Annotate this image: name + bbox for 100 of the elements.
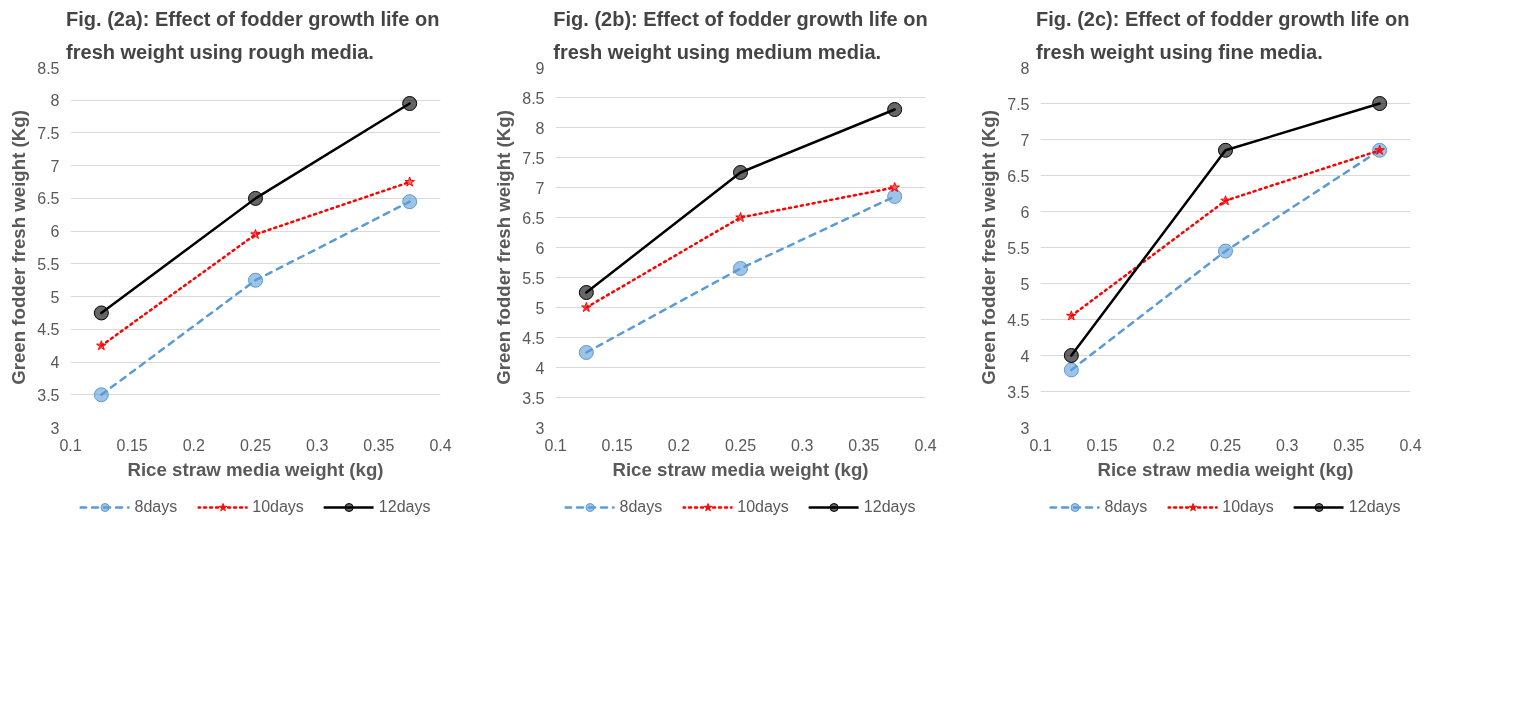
point xyxy=(93,387,109,403)
point xyxy=(248,190,263,206)
point xyxy=(404,176,415,187)
y-tick-label: 4 xyxy=(50,354,60,372)
y-tick-label: 8 xyxy=(1020,59,1030,77)
x-axis-title: Rice straw media weight (kg) xyxy=(1097,458,1354,480)
y-tick-label: 5 xyxy=(50,288,60,306)
x-tick-label: 0.1 xyxy=(59,436,82,454)
point xyxy=(93,305,109,321)
y-tick-label: 7 xyxy=(50,157,60,175)
y-tick-label: 6 xyxy=(535,239,545,257)
y-tick-label: 6.5 xyxy=(522,209,545,227)
point xyxy=(733,165,748,180)
x-tick-label: 0.25 xyxy=(1209,436,1242,454)
y-tick-label: 6 xyxy=(1020,203,1030,221)
y-tick-label: 8 xyxy=(50,92,60,110)
x-tick-label: 0.15 xyxy=(116,436,148,454)
x-tick-label: 0.4 xyxy=(429,436,452,454)
y-tick-label: 8.5 xyxy=(37,59,60,77)
y-tick-label: 7.5 xyxy=(522,149,545,167)
legend-label: 12days xyxy=(1348,498,1401,516)
y-tick-label: 5 xyxy=(535,299,545,317)
y-tick-label: 3 xyxy=(50,419,60,437)
x-tick-label: 0.35 xyxy=(1333,436,1365,454)
y-tick-label: 5.5 xyxy=(522,269,545,287)
x-tick-label: 0.35 xyxy=(363,436,395,454)
point xyxy=(887,102,903,117)
x-tick-label: 0.25 xyxy=(724,436,757,454)
point xyxy=(1372,96,1388,111)
x-tick-label: 0.15 xyxy=(1086,436,1118,454)
x-axis-title: Rice straw media weight (kg) xyxy=(612,458,869,480)
y-tick-label: 5.5 xyxy=(1007,239,1030,257)
x-tick-label: 0.3 xyxy=(791,436,814,454)
y-tick-label: 5.5 xyxy=(37,255,60,273)
x-tick-label: 0.2 xyxy=(667,436,691,454)
legend-label: 10days xyxy=(1222,498,1274,516)
legend-label: 12days xyxy=(378,498,431,516)
y-tick-label: 7 xyxy=(535,179,545,197)
x-tick-label: 0.1 xyxy=(1029,436,1052,454)
point xyxy=(1218,243,1233,259)
y-tick-label: 6.5 xyxy=(37,190,60,208)
y-tick-label: 8.5 xyxy=(522,89,545,107)
point xyxy=(733,261,748,276)
y-tick-label: 7 xyxy=(1020,131,1030,149)
y-axis-title: Green fodder fresh weight (Kg) xyxy=(8,110,30,385)
x-tick-label: 0.1 xyxy=(544,436,567,454)
legend-label: 8days xyxy=(619,498,663,516)
y-tick-label: 3.5 xyxy=(522,389,545,407)
point xyxy=(1063,348,1079,363)
point xyxy=(1063,362,1079,378)
point xyxy=(402,194,418,210)
legend-label: 10days xyxy=(737,498,789,516)
x-tick-label: 0.4 xyxy=(1399,436,1422,454)
point xyxy=(735,212,746,223)
point xyxy=(581,302,592,313)
y-tick-label: 5 xyxy=(1020,275,1030,293)
chart-title: Fig. (2a): Effect of fodder growth life on fresh weight using rough media. xyxy=(66,7,440,63)
point xyxy=(578,345,594,360)
legend-label: 8days xyxy=(1104,498,1148,516)
x-tick-label: 0.3 xyxy=(1276,436,1299,454)
chart-title: Fig. (2b): Effect of fodder growth life on fresh weight using medium media. xyxy=(553,7,928,63)
x-tick-label: 0.4 xyxy=(914,436,937,454)
x-tick-label: 0.25 xyxy=(239,436,272,454)
x-tick-label: 0.35 xyxy=(848,436,880,454)
point xyxy=(1218,142,1233,158)
point xyxy=(248,272,263,288)
point xyxy=(889,182,900,193)
point xyxy=(402,96,418,111)
y-tick-label: 4 xyxy=(1020,347,1030,365)
y-tick-label: 7.5 xyxy=(37,124,60,142)
y-tick-label: 3 xyxy=(1020,419,1030,437)
legend-label: 12days xyxy=(863,498,916,516)
x-tick-label: 0.2 xyxy=(182,436,206,454)
y-tick-label: 6.5 xyxy=(1007,167,1030,185)
point xyxy=(1220,195,1231,206)
y-tick-label: 7.5 xyxy=(1007,95,1030,113)
point xyxy=(578,285,594,300)
y-tick-label: 4.5 xyxy=(522,329,545,347)
legend-label: 10days xyxy=(252,498,304,516)
x-axis-title: Rice straw media weight (kg) xyxy=(127,458,384,480)
y-tick-label: 9 xyxy=(535,59,545,77)
y-tick-label: 4.5 xyxy=(1007,311,1030,329)
point xyxy=(250,228,261,239)
y-tick-label: 3 xyxy=(535,419,545,437)
y-tick-label: 3.5 xyxy=(37,386,60,404)
x-tick-label: 0.2 xyxy=(1152,436,1176,454)
y-tick-label: 4.5 xyxy=(37,321,60,339)
point xyxy=(887,189,903,204)
legend-label: 8days xyxy=(134,498,178,516)
y-tick-label: 8 xyxy=(535,119,545,137)
x-tick-label: 0.3 xyxy=(306,436,329,454)
point xyxy=(96,340,107,351)
y-axis-title: Green fodder fresh weight (Kg) xyxy=(493,110,515,385)
chart-title: Fig. (2c): Effect of fodder growth life on fresh weight using fine media. xyxy=(1036,7,1410,63)
point xyxy=(1066,310,1077,321)
y-axis-title: Green fodder fresh weight (Kg) xyxy=(978,110,1000,385)
y-tick-label: 6 xyxy=(50,223,60,241)
x-tick-label: 0.15 xyxy=(601,436,633,454)
y-tick-label: 4 xyxy=(535,359,545,377)
y-tick-label: 3.5 xyxy=(1007,383,1030,401)
